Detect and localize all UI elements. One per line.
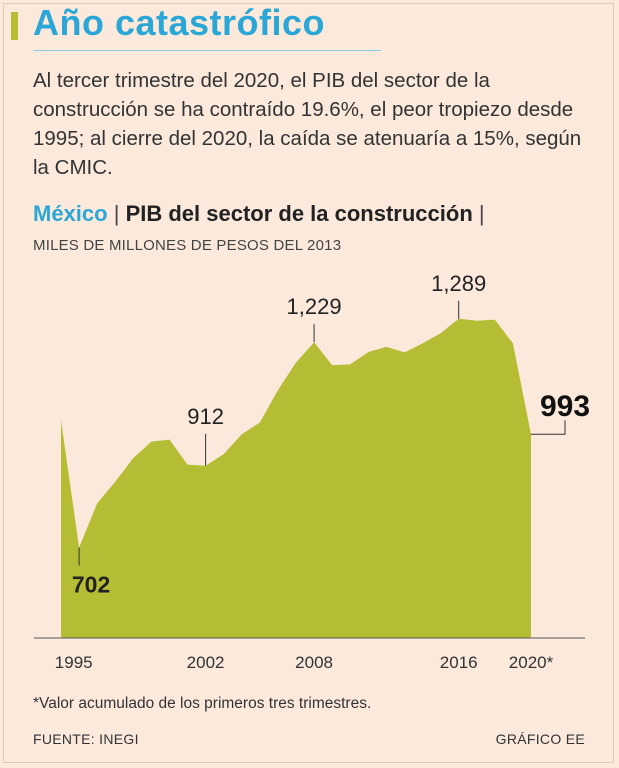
data-label-2002: 912 [187, 404, 224, 429]
title-underline [33, 50, 381, 51]
source-text: FUENTE: INEGI [33, 731, 139, 747]
x-tick-label-1: 2002 [187, 653, 225, 672]
x-tick-label-4: 2020* [509, 653, 554, 672]
x-tick-label-3: 2016 [440, 653, 478, 672]
chart-heading: México | PIB del sector de la construcci… [33, 201, 485, 227]
data-label-2016: 1,289 [431, 271, 486, 296]
heading-separator: | [113, 201, 120, 226]
heading-separator-end: | [478, 201, 485, 226]
x-tick-label-0: 1995 [55, 653, 93, 672]
title-accent-bar [11, 12, 18, 40]
chart-title: PIB del sector de la construcción [125, 201, 473, 226]
chart-units: MILES DE MILLONES DE PESOS DEL 2013 [33, 237, 342, 254]
area-series [61, 318, 531, 638]
x-tick-label-2: 2008 [295, 653, 333, 672]
chart-country: México [33, 201, 108, 226]
data-label-1995: 702 [72, 572, 110, 598]
label-leader-2020 [531, 420, 566, 435]
intro-text: Al tercer trimestre del 2020, el PIB del… [33, 69, 582, 179]
data-label-2008: 1,229 [287, 294, 342, 319]
page-title: Año catastrófico [33, 2, 326, 43]
footnote: *Valor acumulado de los primeros tres tr… [33, 695, 372, 712]
infographic-frame [3, 3, 614, 763]
credit-text: GRÁFICO EE [495, 731, 585, 747]
data-label-2020: 993 [540, 390, 590, 423]
